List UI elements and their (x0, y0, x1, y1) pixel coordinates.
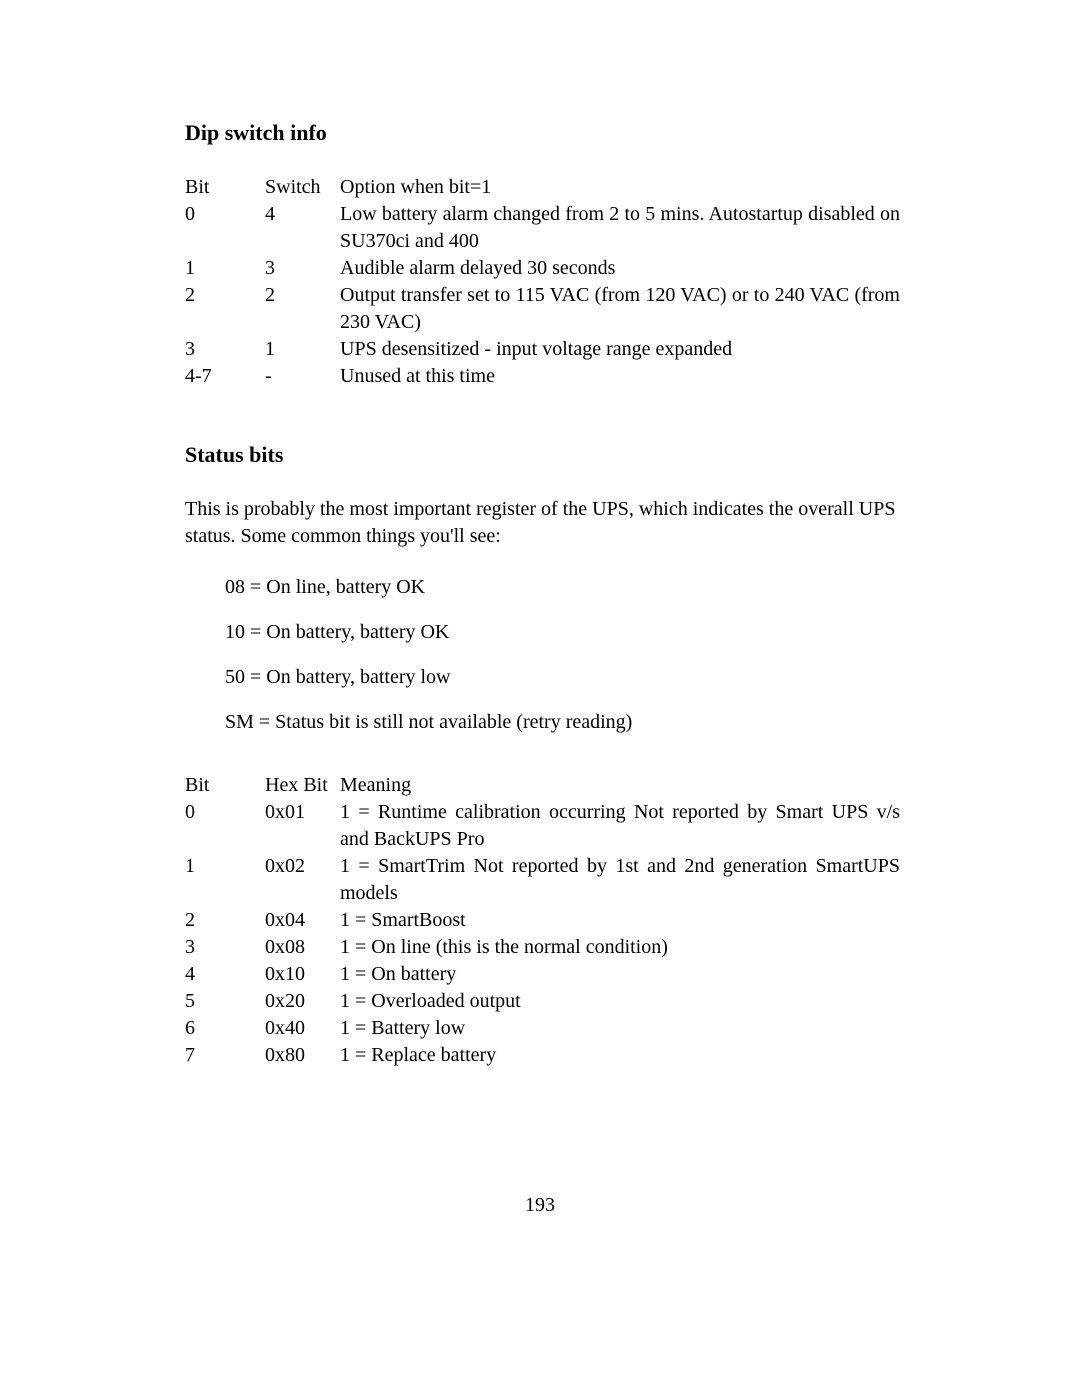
cell-hex: 0x08 (265, 934, 340, 961)
table-row: 0 4 Low battery alarm changed from 2 to … (185, 201, 900, 255)
cell-bit: 0 (185, 799, 265, 826)
header-desc: Meaning (340, 772, 900, 799)
page-number: 193 (0, 1194, 1080, 1217)
status-bits-intro: This is probably the most important regi… (185, 496, 900, 550)
cell-hex: 0x40 (265, 1015, 340, 1042)
cell-desc: Output transfer set to 115 VAC (from 120… (340, 282, 900, 336)
table-row: 2 0x04 1 = SmartBoost (185, 907, 900, 934)
cell-bit: 1 (185, 853, 265, 880)
cell-bit: 5 (185, 988, 265, 1015)
status-item: 08 = On line, battery OK (225, 574, 900, 601)
cell-switch: 2 (265, 282, 340, 309)
cell-bit: 0 (185, 201, 265, 228)
cell-desc: Audible alarm delayed 30 seconds (340, 255, 900, 282)
cell-switch: 3 (265, 255, 340, 282)
cell-switch: 4 (265, 201, 340, 228)
cell-desc: 1 = SmartBoost (340, 907, 900, 934)
table-row: 0 0x01 1 = Runtime calibration occurring… (185, 799, 900, 853)
table-header-row: Bit Switch Option when bit=1 (185, 174, 900, 201)
status-bits-heading: Status bits (185, 442, 900, 468)
table-row: 5 0x20 1 = Overloaded output (185, 988, 900, 1015)
cell-hex: 0x10 (265, 961, 340, 988)
cell-desc: 1 = Runtime calibration occurring Not re… (340, 799, 900, 853)
cell-hex: 0x04 (265, 907, 340, 934)
cell-bit: 1 (185, 255, 265, 282)
header-bit: Bit (185, 174, 265, 201)
cell-desc: Unused at this time (340, 363, 900, 390)
table-row: 3 1 UPS desensitized - input voltage ran… (185, 336, 900, 363)
table-row: 6 0x40 1 = Battery low (185, 1015, 900, 1042)
dip-switch-heading: Dip switch info (185, 120, 900, 146)
cell-desc: 1 = Overloaded output (340, 988, 900, 1015)
cell-hex: 0x20 (265, 988, 340, 1015)
cell-switch: 1 (265, 336, 340, 363)
cell-hex: 0x01 (265, 799, 340, 826)
cell-bit: 2 (185, 282, 265, 309)
cell-bit: 3 (185, 336, 265, 363)
cell-bit: 6 (185, 1015, 265, 1042)
status-bits-table: Bit Hex Bit Meaning 0 0x01 1 = Runtime c… (185, 772, 900, 1069)
status-item: 10 = On battery, battery OK (225, 619, 900, 646)
header-bit: Bit (185, 772, 265, 799)
cell-desc: 1 = Battery low (340, 1015, 900, 1042)
cell-desc: Low battery alarm changed from 2 to 5 mi… (340, 201, 900, 255)
dip-switch-table: Bit Switch Option when bit=1 0 4 Low bat… (185, 174, 900, 390)
cell-bit: 3 (185, 934, 265, 961)
cell-bit: 2 (185, 907, 265, 934)
table-row: 2 2 Output transfer set to 115 VAC (from… (185, 282, 900, 336)
header-desc: Option when bit=1 (340, 174, 900, 201)
page-content: Dip switch info Bit Switch Option when b… (0, 0, 1080, 1069)
status-common-list: 08 = On line, battery OK 10 = On battery… (225, 574, 900, 736)
table-row: 7 0x80 1 = Replace battery (185, 1042, 900, 1069)
cell-hex: 0x02 (265, 853, 340, 880)
header-switch: Switch (265, 174, 340, 201)
cell-hex: 0x80 (265, 1042, 340, 1069)
cell-bit: 7 (185, 1042, 265, 1069)
cell-desc: 1 = Replace battery (340, 1042, 900, 1069)
cell-desc: 1 = SmartTrim Not reported by 1st and 2n… (340, 853, 900, 907)
cell-desc: UPS desensitized - input voltage range e… (340, 336, 900, 363)
cell-bit: 4 (185, 961, 265, 988)
status-item: 50 = On battery, battery low (225, 664, 900, 691)
cell-desc: 1 = On battery (340, 961, 900, 988)
table-header-row: Bit Hex Bit Meaning (185, 772, 900, 799)
table-row: 3 0x08 1 = On line (this is the normal c… (185, 934, 900, 961)
table-row: 1 0x02 1 = SmartTrim Not reported by 1st… (185, 853, 900, 907)
cell-bit: 4-7 (185, 363, 265, 390)
status-item: SM = Status bit is still not available (… (225, 709, 900, 736)
table-row: 4-7 - Unused at this time (185, 363, 900, 390)
cell-switch: - (265, 363, 340, 390)
cell-desc: 1 = On line (this is the normal conditio… (340, 934, 900, 961)
table-row: 4 0x10 1 = On battery (185, 961, 900, 988)
table-row: 1 3 Audible alarm delayed 30 seconds (185, 255, 900, 282)
header-hex: Hex Bit (265, 772, 340, 799)
